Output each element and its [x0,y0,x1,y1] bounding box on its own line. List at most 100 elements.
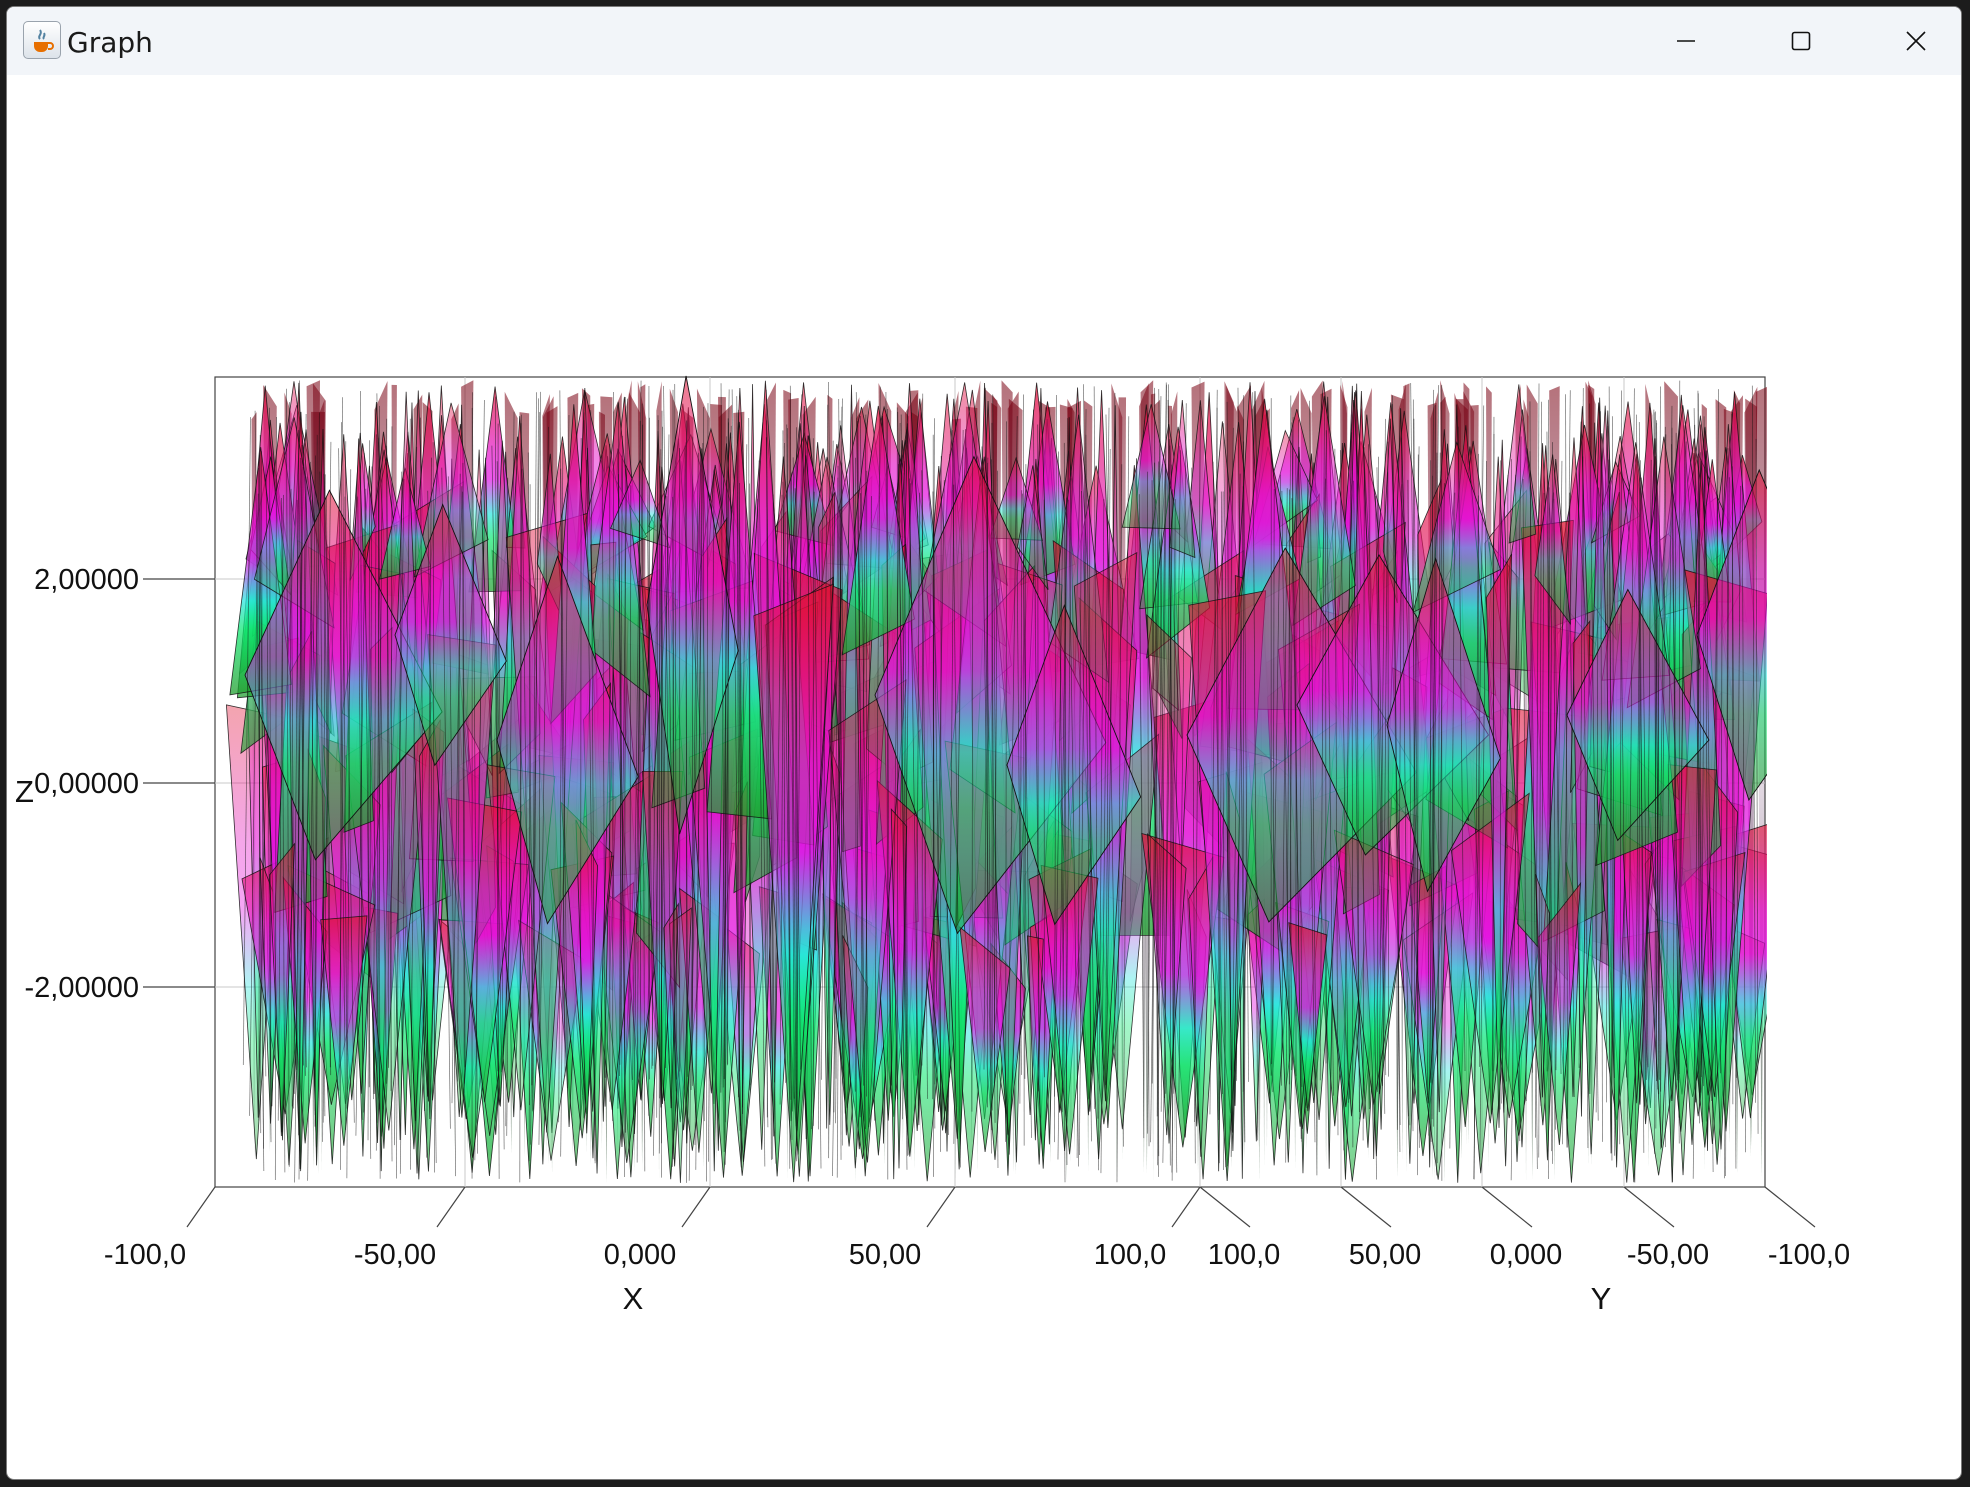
surface-edge [651,419,659,1069]
surface-edge [890,423,901,1086]
surface-edge [617,448,627,1158]
surface-edge [782,481,793,1140]
surface-edge [314,434,318,1127]
y-tick-label: 50,00 [1349,1239,1422,1271]
surface-edge [368,466,373,1088]
surface-edge [1212,461,1223,1095]
surface-edge [859,414,867,1118]
surface-edge [1611,416,1615,1079]
surface-edge [789,385,795,1099]
surface-edge [1150,461,1160,1143]
surface-edge [1657,426,1666,1090]
surface-edge [560,468,568,1089]
surface-edge [1054,394,1057,1143]
surface-edge [1223,423,1233,1131]
surface-edge [521,468,530,1106]
y-tick [1764,1186,1816,1228]
surface-edge [723,436,728,1080]
x-tick-label: -50,00 [354,1239,436,1271]
surface-edge [1097,499,1105,1171]
surface-edge [420,417,425,1112]
surface-edge [538,391,541,1069]
x-tick-label: -100,0 [104,1239,186,1271]
title-bar[interactable]: Graph [7,7,1961,75]
surface-edge [1061,497,1067,1113]
surface-edge [1024,464,1027,1079]
surface-facet [1537,882,1582,1146]
surface-edge [322,474,326,1142]
surface-edge [1457,426,1466,1072]
x-tick-label: 100,0 [1094,1239,1167,1271]
surface-edge [1105,414,1117,1067]
y-tick-label: 0,000 [1490,1239,1563,1271]
surface-edge [1093,386,1099,1119]
surface-edge [1076,490,1082,1159]
surface-edge [1392,395,1401,1125]
surface-edge [1672,432,1677,1182]
surface-edge [1085,434,1095,1109]
surface-edge [1068,499,1080,1167]
surface-edge [277,494,284,1121]
surface-edge [748,418,751,1091]
surface-edge [1291,422,1302,1139]
surface-edge [474,400,485,1161]
surface-edge [249,493,259,1116]
surface-edge [1223,427,1234,1170]
plot-box [214,376,1766,1188]
close-button[interactable] [1858,7,1961,75]
surface-edge [310,461,316,1111]
surface-edge [818,448,824,1130]
surface-edge [1515,474,1521,1142]
y-tick-label: -100,0 [1768,1239,1850,1271]
surface-edge [314,412,320,1116]
surface-edge [462,491,465,1084]
surface-edge [1368,444,1377,1180]
surface-edge [1351,432,1354,1148]
surface-edge [981,446,992,1154]
surface-edge [1562,390,1571,1145]
surface-edge [1582,456,1589,1148]
surface-edge [1492,434,1495,1072]
x-axis-label: X [623,1281,644,1316]
y-axis-label: Y [1591,1281,1612,1316]
surface-edge [1660,434,1667,1092]
surface-edge [1473,495,1479,1180]
minimize-button[interactable] [1628,7,1743,75]
surface-edge [1606,426,1609,1103]
surface-edge [1555,460,1563,1071]
surface-edge [1548,399,1553,1164]
surface-mesh [225,375,1767,1183]
surface-edge [836,398,843,1178]
surface-edge [1553,498,1556,1130]
surface-edge [934,479,945,1085]
surface-edge [269,407,272,1115]
surface-chart[interactable]: 2,00000 0,00000 -2,00000 -100,0 -50,00 0,000… [7,75,1962,1480]
surface-edge [1634,477,1641,1183]
maximize-button[interactable] [1743,7,1858,75]
surface-edge [674,384,678,1080]
surface-edge [307,455,316,1181]
surface-edge [376,393,387,1084]
surface-edge [900,414,909,1156]
z-axis: 2,00000 0,00000 -2,00000 [25,564,215,1004]
chart-area[interactable]: 2,00000 0,00000 -2,00000 -100,0 -50,00 0,000… [7,75,1962,1480]
surface-edge [1037,424,1039,1092]
surface-edge [1353,480,1360,1112]
surface-edge [1619,390,1622,1145]
surface-edge [1449,492,1456,1149]
surface-edge [1412,399,1416,1091]
surface-edge [560,414,570,1157]
surface-facet [1017,465,1049,590]
surface-edge [633,424,643,1117]
surface-edge [1600,411,1603,1142]
surface-edge [629,485,632,1157]
surface-edge [1400,437,1409,1117]
x-tick-label: 50,00 [849,1239,922,1271]
surface-edge [688,452,699,1181]
surface-edge [1160,384,1167,1112]
surface-edge [340,422,342,1170]
surface-edge [1164,445,1171,1099]
surface-edge [1410,382,1419,1120]
surface-edge [506,411,515,1136]
surface-edge [373,434,377,1100]
